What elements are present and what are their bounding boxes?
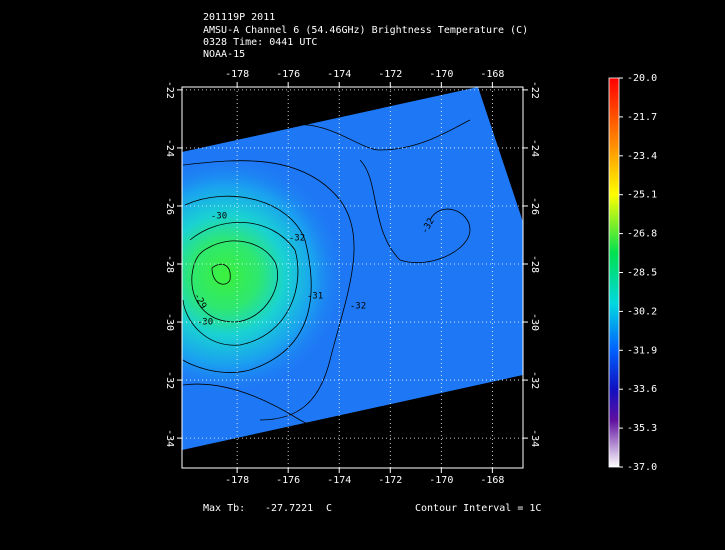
footer: Max Tb: -27.7221 C Contour Interval = 1C bbox=[203, 503, 541, 514]
x-tick-label: -168 bbox=[480, 475, 504, 486]
x-tick-label: -176 bbox=[276, 69, 300, 80]
x-tick-label: -172 bbox=[378, 69, 402, 80]
max-label: Max Tb: bbox=[203, 503, 245, 514]
colorbar-scale bbox=[608, 77, 620, 468]
colorbar-label: -35.3 bbox=[627, 423, 657, 434]
colorbar-label: -33.6 bbox=[627, 384, 657, 395]
colorbar: -20.0 -21.7 -23.4 -25.1 -26.8 -28.5 -30.2 -31.9… bbox=[608, 73, 657, 473]
y-tick-label: -24 bbox=[164, 139, 175, 157]
x-tick-label: -176 bbox=[276, 475, 300, 486]
colorbar-label: -25.1 bbox=[627, 190, 657, 201]
colorbar-label: -21.7 bbox=[627, 112, 657, 123]
contour-label: -32 bbox=[289, 234, 305, 244]
header-line: AMSU-A Channel 6 (54.46GHz) Brightness T… bbox=[203, 25, 528, 36]
y-tick-label: -32 bbox=[164, 371, 175, 389]
y-tick-label: -28 bbox=[164, 255, 175, 273]
axes: -178 -178 -176 -176 -174 -174 -172 -172 -170 -170… bbox=[164, 69, 540, 486]
y-tick-label: -34 bbox=[529, 429, 540, 447]
max-value: -27.7221 bbox=[265, 503, 313, 514]
header: 201119P 2011 AMSU-A Channel 6 (54.46GHz)… bbox=[203, 12, 528, 60]
y-tick-label: -34 bbox=[164, 429, 175, 447]
x-tick-label: -168 bbox=[480, 69, 504, 80]
y-tick-label: -26 bbox=[529, 197, 540, 215]
y-tick-label: -22 bbox=[164, 81, 175, 99]
max-unit: C bbox=[326, 503, 332, 514]
y-tick-label: -28 bbox=[529, 255, 540, 273]
x-tick-label: -174 bbox=[327, 69, 351, 80]
x-tick-label: -178 bbox=[225, 475, 249, 486]
y-tick-label: -30 bbox=[164, 313, 175, 331]
colorbar-label: -28.5 bbox=[627, 268, 657, 279]
header-line: 201119P 2011 bbox=[203, 12, 275, 23]
colorbar-label: -31.9 bbox=[627, 345, 657, 356]
contour-interval: Contour Interval = 1C bbox=[415, 503, 541, 514]
y-tick-label: -22 bbox=[529, 81, 540, 99]
y-tick-label: -24 bbox=[529, 139, 540, 157]
colorbar-label: -26.8 bbox=[627, 229, 657, 240]
contour-label: -30 bbox=[197, 318, 213, 328]
contours bbox=[182, 119, 471, 446]
x-tick-label: -172 bbox=[378, 475, 402, 486]
header-line: 0328 Time: 0441 UTC bbox=[203, 37, 317, 48]
frame bbox=[181, 86, 524, 469]
colorbar-label: -23.4 bbox=[627, 151, 657, 162]
x-tick-label: -178 bbox=[225, 69, 249, 80]
colorbar-label: -20.0 bbox=[627, 73, 657, 84]
y-tick-label: -32 bbox=[529, 371, 540, 389]
colorbar-label: -30.2 bbox=[627, 306, 657, 317]
contour-label: -30 bbox=[211, 212, 227, 222]
x-tick-label: -174 bbox=[327, 475, 351, 486]
x-tick-label: -170 bbox=[429, 475, 453, 486]
header-line: NOAA-15 bbox=[203, 49, 245, 60]
x-tick-label: -170 bbox=[429, 69, 453, 80]
colorbar-label: -37.0 bbox=[627, 462, 657, 473]
y-tick-label: -26 bbox=[164, 197, 175, 215]
y-tick-label: -30 bbox=[529, 313, 540, 331]
contour-label: -31 bbox=[307, 292, 323, 302]
contour-label: -32 bbox=[350, 302, 366, 312]
